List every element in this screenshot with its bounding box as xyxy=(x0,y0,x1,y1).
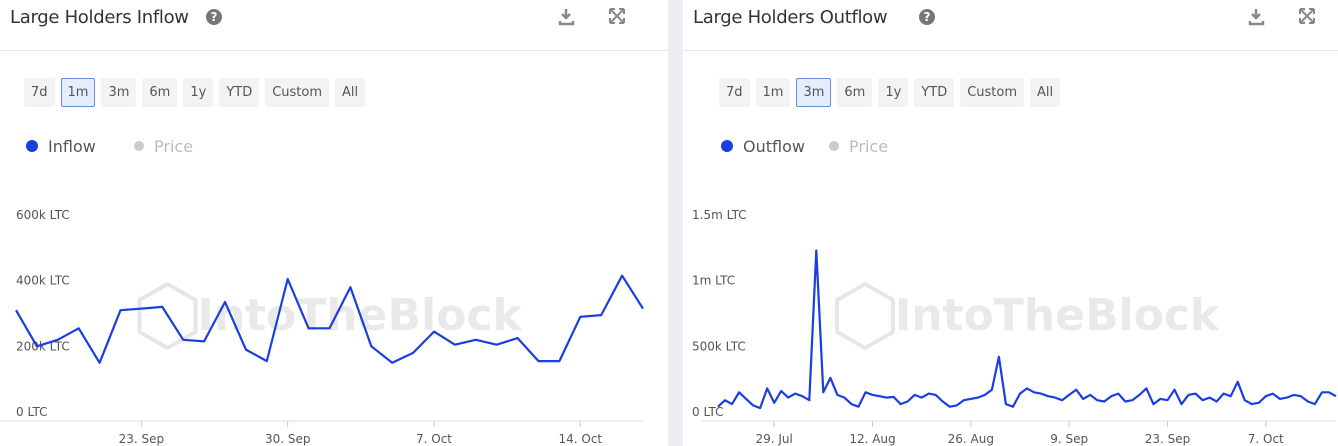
range-button[interactable]: Custom xyxy=(265,78,330,107)
y-tick-label: 0 LTC xyxy=(692,405,724,419)
y-tick-label: 500k LTC xyxy=(692,339,746,353)
panel-title: Large Holders Outflow xyxy=(693,7,888,28)
x-tick-label: 23. Sep xyxy=(1145,432,1191,446)
panel: Large Holders Inflow? 7d 1m 3m 6m 1y YTD Custom… xyxy=(0,0,668,446)
header-icons xyxy=(558,6,638,33)
data-line xyxy=(15,274,644,364)
legend-marker[interactable] xyxy=(721,140,733,152)
x-tick-label: 7. Oct xyxy=(416,432,452,446)
watermark: IntoTheBlock xyxy=(895,290,1221,341)
legend-label-inactive[interactable]: Price xyxy=(849,137,888,156)
legend-marker-inactive xyxy=(134,141,144,151)
y-tick-label: 0 LTC xyxy=(16,405,48,419)
y-tick-label: 1.5m LTC xyxy=(692,208,747,222)
range-button[interactable]: YTD xyxy=(219,78,260,107)
x-tick-label: 14. Oct xyxy=(558,432,602,446)
y-tick-label: 600k LTC xyxy=(16,208,70,222)
legend-marker-inactive xyxy=(829,141,839,151)
help-icon: ? xyxy=(919,9,935,25)
range-button[interactable]: Custom xyxy=(960,78,1025,107)
range-button[interactable]: 7d xyxy=(24,78,55,107)
icons[interactable] xyxy=(1248,6,1328,28)
panel-header: Large Holders Inflow? xyxy=(0,0,668,51)
x-tick-label: 7. Oct xyxy=(1248,432,1284,446)
range-button[interactable]: YTD xyxy=(914,78,955,107)
chart: Outflow Price IntoTheBlock 0 LTC 500k LTC 1m … xyxy=(692,137,1337,446)
legend-marker[interactable] xyxy=(26,140,38,152)
panel: Large Holders Outflow? 7d 1m 3m 6m 1y YTD Custo… xyxy=(683,0,1338,446)
range-button[interactable]: All xyxy=(335,78,366,107)
range-button[interactable]: 7d xyxy=(719,78,750,107)
range-button[interactable]: 3m xyxy=(796,78,832,107)
header-icons xyxy=(1248,6,1328,33)
range-button[interactable]: 1m xyxy=(60,78,96,107)
range-button[interactable]: 3m xyxy=(101,78,137,107)
range-button[interactable]: 1y xyxy=(183,78,214,107)
x-tick-label: 9. Sep xyxy=(1050,432,1088,446)
range-button[interactable]: 1m xyxy=(755,78,791,107)
legend-label-inactive[interactable]: Price xyxy=(154,137,193,156)
x-tick-label: 12. Aug xyxy=(849,432,895,446)
watermark-logo xyxy=(835,281,895,351)
range-buttons: 7d 1m 3m 6m 1y YTD Custom All xyxy=(24,78,366,107)
x-tick-label: 29. Jul xyxy=(755,432,792,446)
help-icon: ? xyxy=(206,9,222,25)
y-tick-label: 1m LTC xyxy=(692,274,735,288)
panel-title: Large Holders Inflow xyxy=(10,7,189,28)
range-button[interactable]: 6m xyxy=(142,78,178,107)
panel-header: Large Holders Outflow? xyxy=(683,0,1338,51)
range-button[interactable]: 1y xyxy=(878,78,909,107)
range-button[interactable]: All xyxy=(1030,78,1061,107)
x-tick-label: 26. Aug xyxy=(948,432,994,446)
y-tick-label: 200k LTC xyxy=(16,339,70,353)
y-tick-label: 400k LTC xyxy=(16,274,70,288)
data-line xyxy=(717,249,1337,410)
x-tick-label: 30. Sep xyxy=(265,432,311,446)
x-tick-label: 23. Sep xyxy=(119,432,165,446)
legend-label[interactable]: Inflow xyxy=(48,137,96,156)
watermark-logo xyxy=(137,281,198,351)
range-button[interactable]: 6m xyxy=(837,78,873,107)
icons[interactable] xyxy=(558,6,638,28)
legend-label[interactable]: Outflow xyxy=(743,137,805,156)
range-buttons: 7d 1m 3m 6m 1y YTD Custom All xyxy=(719,78,1061,107)
